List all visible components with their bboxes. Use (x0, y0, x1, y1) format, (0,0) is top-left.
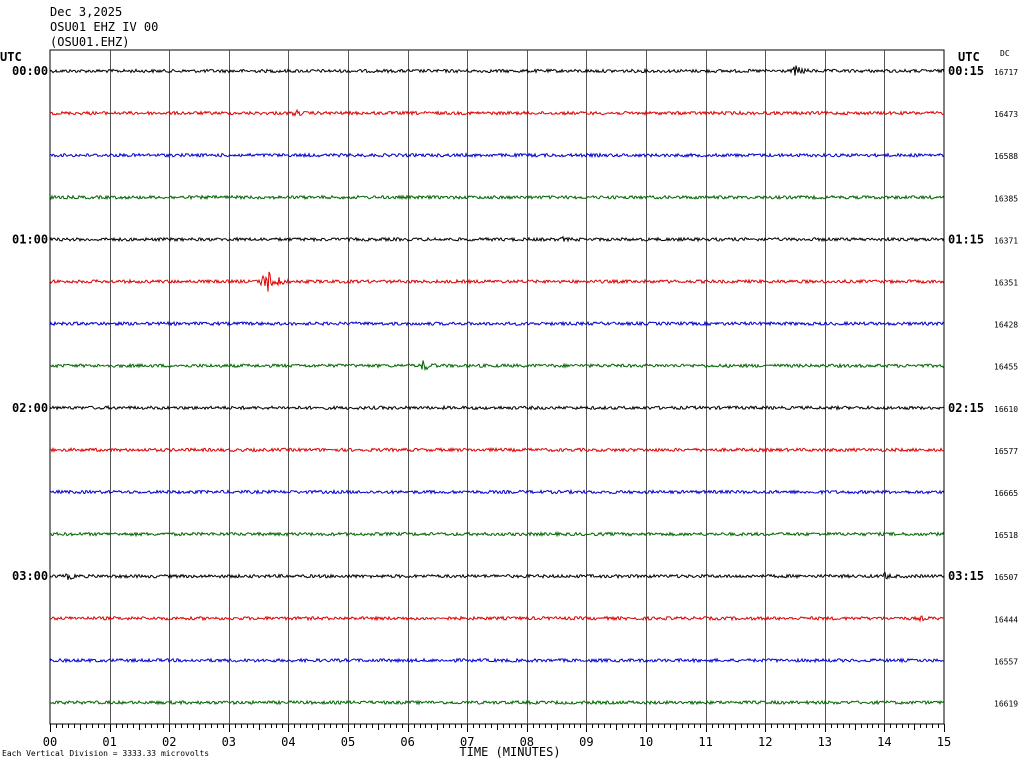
plot-frame (49, 49, 945, 725)
dc-value: 16717 (994, 68, 1018, 77)
dc-value: 16385 (994, 194, 1018, 203)
x-tick-label: 09 (579, 735, 593, 749)
dc-value: 16428 (994, 321, 1018, 330)
trace-line (49, 530, 945, 538)
trace-line (49, 65, 945, 76)
x-tick-label: 12 (758, 735, 772, 749)
trace-line (49, 152, 945, 159)
dc-value: 16371 (994, 236, 1018, 245)
x-axis-title: TIME (MINUTES) (459, 745, 560, 759)
x-tick-label: 11 (698, 735, 712, 749)
x-tick-label: 01 (102, 735, 116, 749)
plot-grid (49, 49, 945, 725)
trace-line (49, 108, 944, 117)
right-time-label: 00:15 (948, 64, 984, 78)
dc-value: 16588 (994, 152, 1018, 161)
trace-line (49, 699, 945, 706)
channel-code: (OSU01.EHZ) (50, 35, 130, 49)
x-tick-label: 14 (877, 735, 891, 749)
x-tick-label: 02 (162, 735, 176, 749)
left-time-label: 00:00 (12, 64, 48, 78)
x-tick-label: 13 (818, 735, 832, 749)
time-axis: 00 01 02 03 04 05 06 07 08 09 10 11 12 13 14 15 (43, 724, 951, 749)
vertical-division-note: Each Vertical Division = 3333.33 microvo… (2, 749, 210, 758)
utc-right-label: UTC (958, 50, 980, 64)
trace-line (49, 360, 945, 372)
left-time-label: 02:00 (12, 401, 48, 415)
station-name: OSU01 EHZ IV 00 (50, 20, 159, 34)
dc-value: 16619 (994, 700, 1018, 709)
dc-value: 16444 (994, 615, 1018, 624)
x-tick-label: 07 (460, 735, 474, 749)
dc-value: 16473 (994, 110, 1018, 119)
dc-value: 16610 (994, 405, 1018, 414)
right-time-label: 01:15 (948, 232, 984, 246)
dc-column-label: DC (1000, 49, 1010, 58)
trace-line (49, 320, 945, 327)
dc-value: 16507 (994, 573, 1018, 582)
left-time-label: 03:00 (12, 569, 48, 583)
trace-line (49, 235, 945, 243)
dc-value: 16518 (994, 531, 1018, 540)
time-labels: 00:00 01:00 02:00 03:00 00:15 01:15 02:15 03:15 (12, 64, 984, 583)
trace-line (49, 404, 945, 411)
dc-value: 16577 (994, 447, 1018, 456)
trace-line (50, 446, 945, 453)
dc-value: 16455 (994, 363, 1018, 372)
x-tick-label: 05 (341, 735, 355, 749)
trace-line (49, 571, 945, 580)
x-tick-label: 15 (937, 735, 951, 749)
dc-value: 16665 (994, 489, 1018, 498)
dc-value: 16557 (994, 657, 1018, 666)
x-tick-label: 06 (400, 735, 414, 749)
dc-value: 16351 (994, 279, 1018, 288)
seismic-traces: 16717 16473 16588 16385 16371 16351 16428 16455… (49, 65, 1018, 709)
x-tick-label: 00 (43, 735, 57, 749)
x-tick-label: 08 (520, 735, 534, 749)
right-time-label: 02:15 (948, 401, 984, 415)
trace-line (49, 488, 945, 496)
x-tick-label: 04 (281, 735, 295, 749)
trace-line (49, 271, 945, 292)
right-time-label: 03:15 (948, 569, 984, 583)
x-tick-label: 10 (639, 735, 653, 749)
trace-line (49, 657, 945, 664)
trace-line (49, 194, 945, 201)
utc-left-label: UTC (0, 50, 22, 64)
plot-date: Dec 3,2025 (50, 5, 123, 19)
x-tick-label: 03 (222, 735, 236, 749)
left-time-label: 01:00 (12, 232, 48, 246)
trace-line (49, 615, 945, 623)
